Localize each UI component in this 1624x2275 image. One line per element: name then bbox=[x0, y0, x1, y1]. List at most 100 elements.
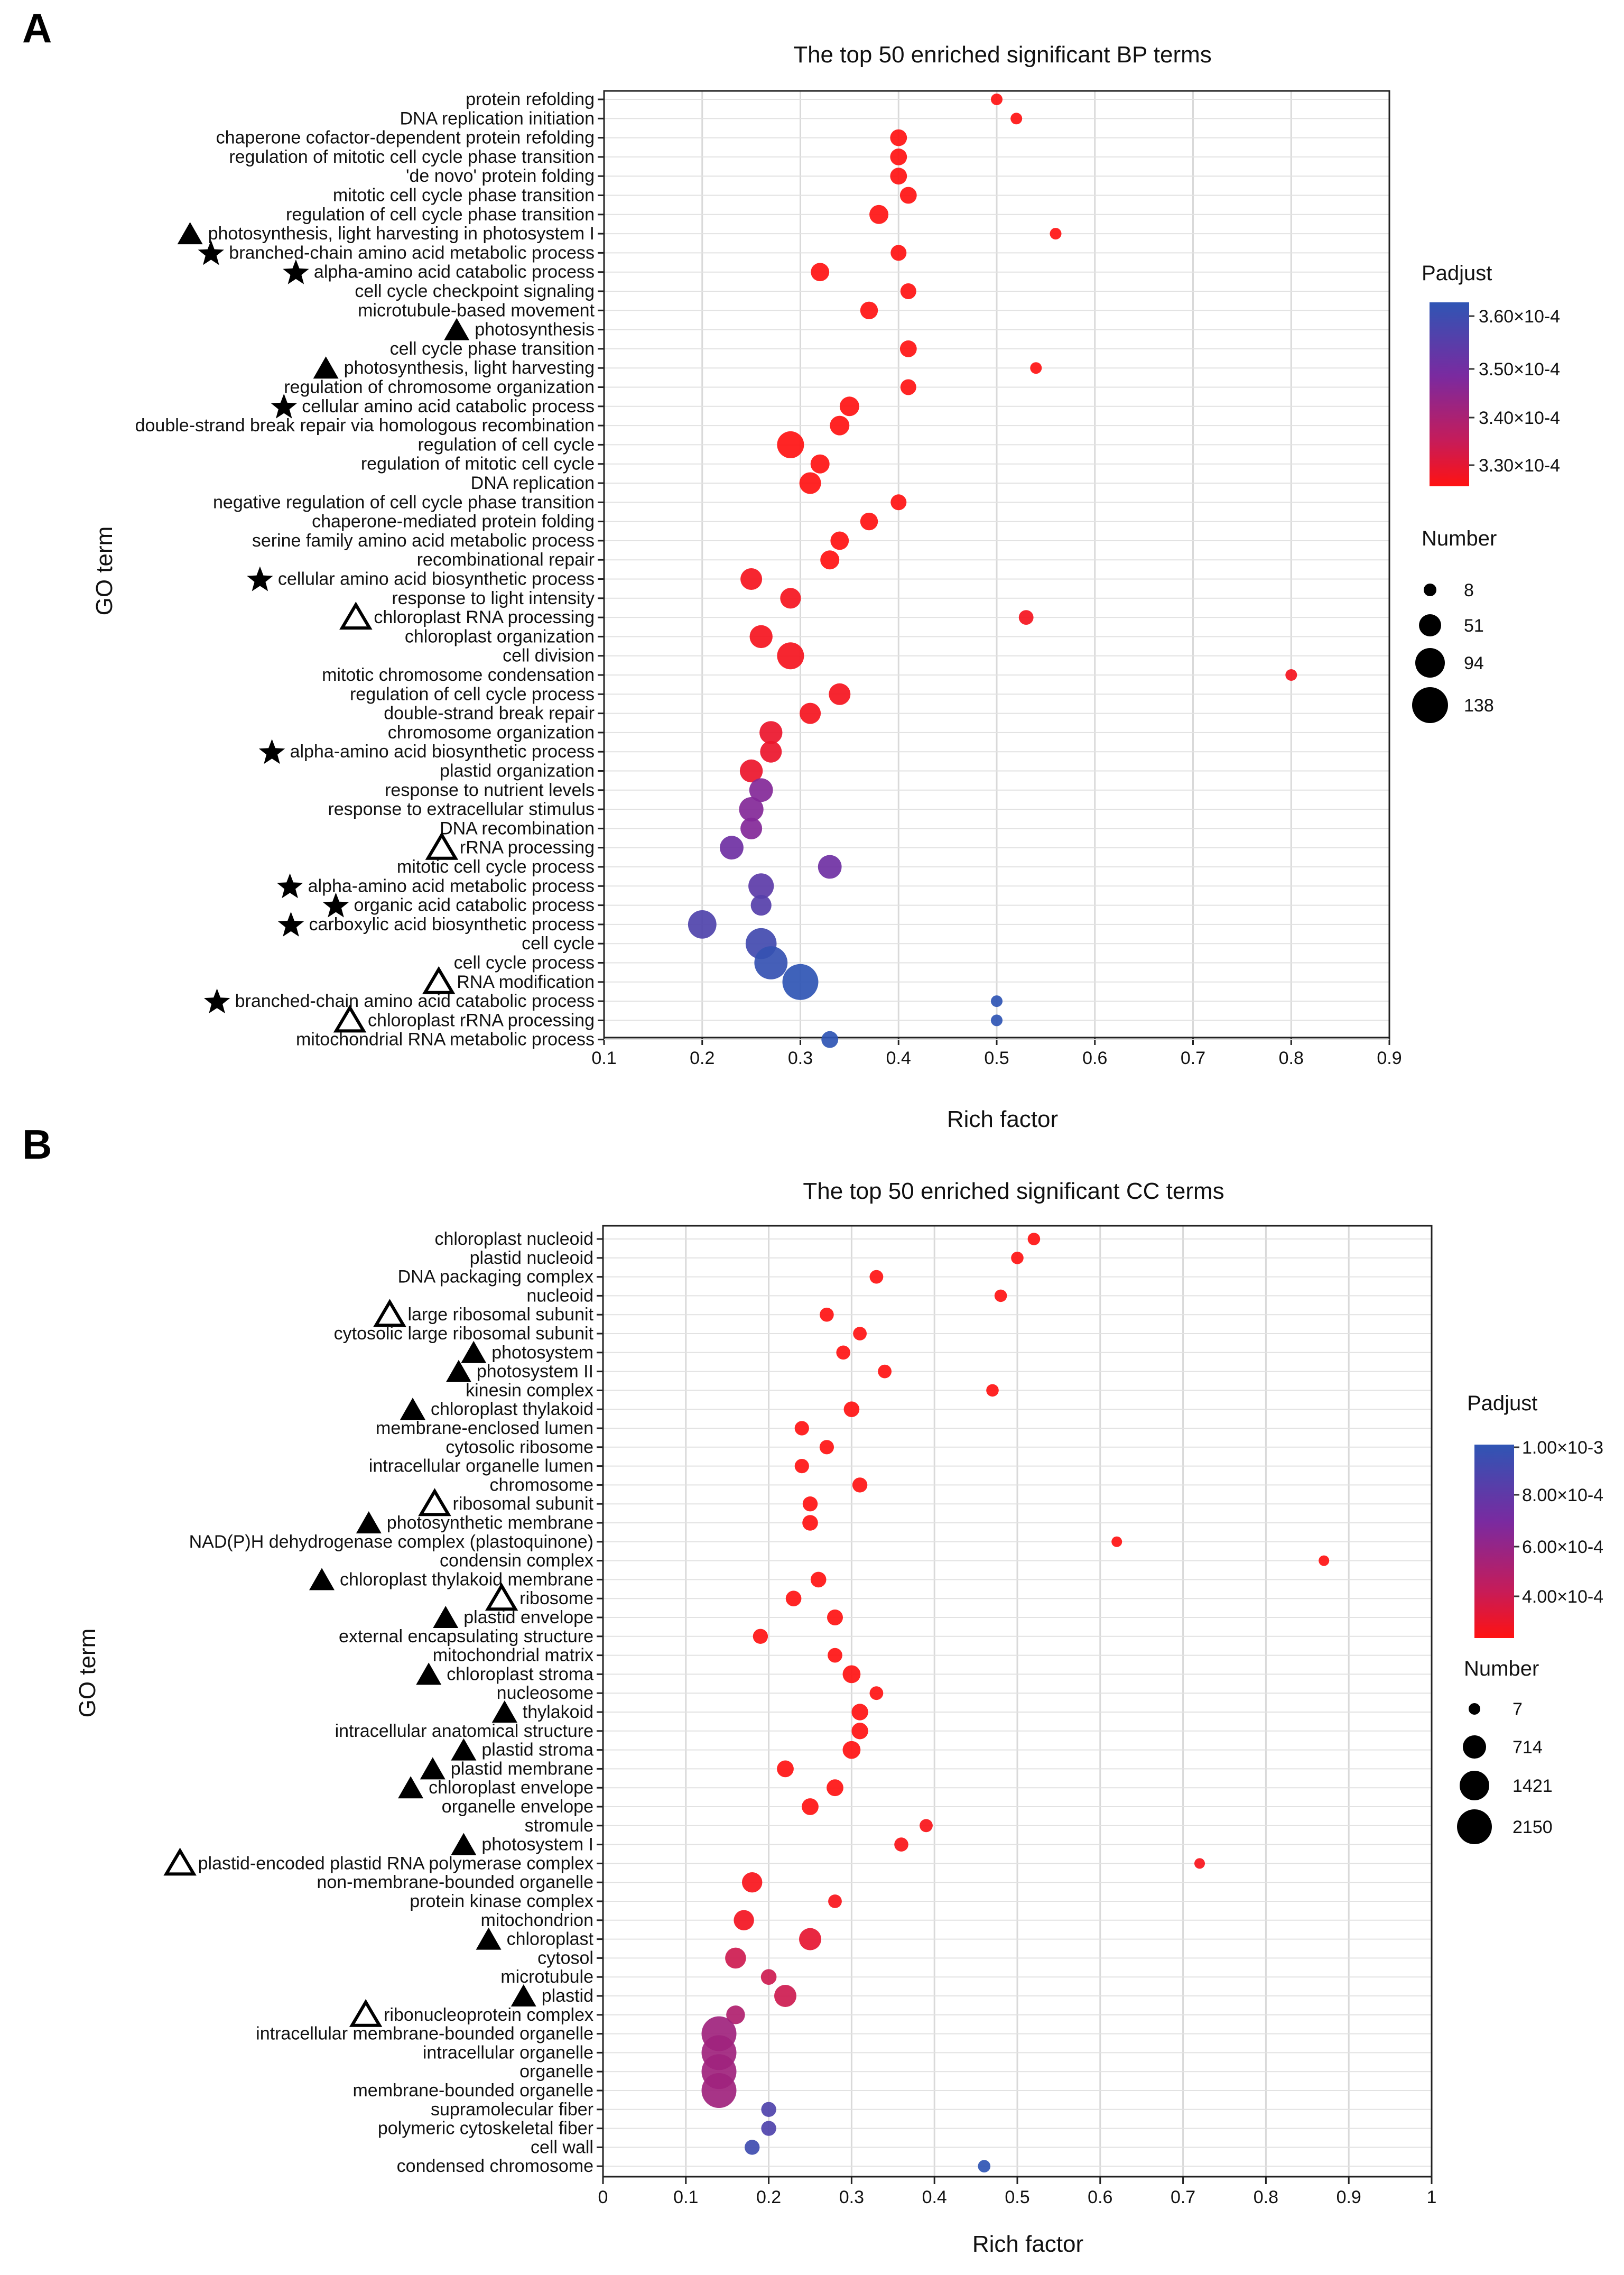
panel-a-x-tick-label: 0.4 bbox=[886, 1048, 911, 1068]
open-triangle-icon bbox=[163, 1847, 197, 1876]
panel-b-term-label: mitochondrion bbox=[480, 1910, 593, 1930]
filled-triangle-icon bbox=[444, 318, 470, 340]
open-triangle-icon bbox=[349, 1999, 383, 2027]
panel-b-term-label: photosystem I bbox=[481, 1835, 593, 1855]
panel-b-term-label: protein kinase complex bbox=[410, 1891, 593, 1911]
panel-b-data-point bbox=[1111, 1536, 1122, 1547]
panel-b-data-point bbox=[842, 1741, 861, 1759]
panel-a-term-label: DNA recombination bbox=[440, 818, 595, 838]
panel-b-data-point bbox=[836, 1345, 850, 1360]
panel-b-x-tick-label: 0.8 bbox=[1254, 2187, 1278, 2207]
panel-b-data-point bbox=[894, 1837, 908, 1852]
panel-a-data-point bbox=[749, 625, 773, 649]
panel-b-term-label: condensin complex bbox=[440, 1551, 593, 1571]
open-triangle-icon bbox=[339, 602, 373, 630]
panel-a-term-label: cellular amino acid catabolic process bbox=[302, 396, 595, 417]
panel-b-data-point bbox=[851, 1704, 868, 1721]
panel-b-color-legend-label: 1.00×10-3 bbox=[1522, 1438, 1603, 1458]
panel-a-term-label: chloroplast organization bbox=[405, 626, 595, 646]
panel-a-data-point bbox=[754, 946, 788, 979]
panel-a-term-label: negative regulation of cell cycle phase … bbox=[213, 492, 595, 512]
panel-b-term-label: external encapsulating structure bbox=[339, 1626, 593, 1647]
panel-b-term-label: cytosolic ribosome bbox=[446, 1437, 593, 1457]
panel-b-data-point bbox=[978, 2160, 991, 2172]
panel-b-data-point bbox=[842, 1665, 861, 1684]
panel-b-x-tick-label: 0.9 bbox=[1337, 2187, 1361, 2207]
panel-a-x-tick-label: 0.3 bbox=[788, 1048, 813, 1068]
panel-a-x-tick-label: 0.8 bbox=[1279, 1048, 1304, 1068]
filled-triangle-icon bbox=[451, 1738, 477, 1761]
panel-a-data-point bbox=[811, 263, 830, 282]
panel-b-term-label: intracellular organelle bbox=[423, 2042, 593, 2063]
panel-a-data-point bbox=[839, 396, 859, 417]
star-icon bbox=[276, 873, 303, 899]
panel-a-data-point bbox=[810, 454, 830, 474]
panel-b-data-point bbox=[725, 1947, 746, 1969]
panel-b-term-label: supramolecular fiber bbox=[431, 2100, 593, 2120]
panel-a-data-point bbox=[991, 995, 1003, 1007]
filled-triangle-icon bbox=[313, 356, 339, 379]
panel-b-term-label: intracellular organelle lumen bbox=[369, 1456, 593, 1476]
panel-b-data-point bbox=[994, 1289, 1007, 1302]
panel-a-term-label: regulation of mitotic cell cycle bbox=[361, 454, 595, 474]
panel-a-color-legend-label: 3.50×10-4 bbox=[1479, 359, 1560, 380]
open-triangle-icon bbox=[422, 966, 456, 994]
panel-a-term-label: regulation of cell cycle process bbox=[350, 684, 595, 704]
panel-a-term-label: chloroplast RNA processing bbox=[374, 607, 595, 627]
panel-a-term-label: photosynthesis bbox=[475, 320, 595, 340]
panel-b-term-label: non-membrane-bounded organelle bbox=[317, 1872, 593, 1892]
panel-a-data-point bbox=[890, 168, 907, 185]
panel-b-term-label: stromule bbox=[525, 1816, 593, 1836]
panel-b-size-legend-dot bbox=[1463, 1735, 1486, 1759]
star-icon bbox=[277, 911, 304, 937]
panel-a-data-point bbox=[820, 550, 840, 570]
panel-b-term-label: membrane-enclosed lumen bbox=[376, 1418, 593, 1438]
panel-b-x-tick-label: 0.4 bbox=[922, 2187, 947, 2207]
panel-a-term-label: chloroplast rRNA processing bbox=[368, 1010, 595, 1030]
panel-letter-b: B bbox=[22, 1121, 52, 1168]
panel-b-term-label: intracellular anatomical structure bbox=[335, 1721, 593, 1741]
panel-a-data-point bbox=[800, 702, 821, 724]
panel-a-size-legend-label: 94 bbox=[1464, 653, 1484, 673]
panel-b-term-label: chloroplast bbox=[507, 1929, 594, 1949]
panel-a-term-label: carboxylic acid biosynthetic process bbox=[309, 914, 595, 935]
panel-a-term-label: branched-chain amino acid metabolic proc… bbox=[229, 243, 595, 263]
panel-a-data-point bbox=[899, 340, 917, 357]
panel-a-data-point bbox=[890, 245, 907, 261]
panel-b-data-point bbox=[799, 1928, 821, 1950]
panel-b-color-legend-label: 6.00×10-4 bbox=[1522, 1537, 1603, 1557]
panel-a-term-label: photosynthesis, light harvesting in phot… bbox=[208, 224, 595, 244]
panel-a-term-label: mitochondrial RNA metabolic process bbox=[296, 1030, 595, 1050]
panel-a-data-point bbox=[830, 415, 850, 436]
panel-b-data-point bbox=[827, 1779, 843, 1797]
panel-b-plot-area: 0 0.1 0.2 0.3 0.4 0.5 0.6 0.7 0.8 0.9 1 chloroplast… bbox=[163, 1225, 1437, 2207]
panel-b-term-label: NAD(P)H dehydrogenase complex (plastoqui… bbox=[189, 1532, 593, 1552]
panel-a-term-label: cell cycle phase transition bbox=[390, 339, 595, 359]
panel-a-term-label: protein refolding bbox=[466, 89, 595, 109]
filled-triangle-icon bbox=[491, 1700, 517, 1723]
panel-a-data-point bbox=[900, 283, 916, 299]
panel-b-data-point bbox=[828, 1648, 842, 1663]
filled-triangle-icon bbox=[511, 1984, 536, 2006]
panel-b-term-label: plastid stroma bbox=[481, 1740, 593, 1760]
panel-a-data-point bbox=[780, 588, 801, 609]
panel-b-data-point bbox=[802, 1798, 819, 1815]
panel-a-term-label: rRNA processing bbox=[460, 838, 595, 858]
panel-b-term-label: plastid envelope bbox=[463, 1607, 593, 1627]
star-icon bbox=[198, 240, 224, 265]
panel-a-data-point bbox=[991, 94, 1003, 105]
panel-a-term-label: 'de novo' protein folding bbox=[406, 166, 595, 186]
panel-b-data-point bbox=[794, 1421, 809, 1436]
filled-triangle-icon bbox=[433, 1606, 459, 1628]
panel-b-size-legend-dot bbox=[1460, 1771, 1489, 1800]
panel-b-term-label: cytosol bbox=[537, 1948, 593, 1968]
panel-a-term-label: chaperone-mediated protein folding bbox=[312, 512, 595, 532]
panel-b-x-tick-label: 1 bbox=[1427, 2187, 1437, 2207]
panel-b-term-label: large ribosomal subunit bbox=[407, 1305, 593, 1325]
panel-b-term-label: chloroplast thylakoid membrane bbox=[340, 1569, 593, 1589]
panel-b-data-point bbox=[760, 1969, 777, 1985]
panel-a-term-label: photosynthesis, light harvesting bbox=[344, 358, 595, 378]
panel-a-data-point bbox=[759, 721, 783, 744]
panel-b-term-label: nucleoid bbox=[526, 1286, 593, 1306]
